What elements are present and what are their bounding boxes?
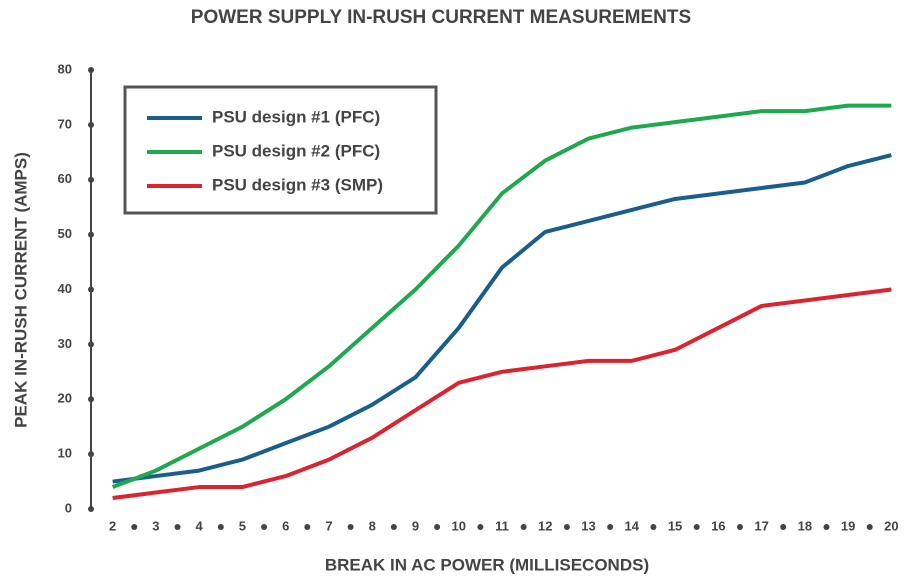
x-tick-label: 5 bbox=[239, 518, 246, 533]
x-tick-label: 13 bbox=[581, 518, 595, 533]
x-tick-label: 20 bbox=[884, 518, 898, 533]
x-tick-label: 3 bbox=[152, 518, 159, 533]
x-tick-dot bbox=[607, 524, 614, 530]
x-tick-label: 18 bbox=[798, 518, 812, 533]
x-tick-dot bbox=[823, 524, 830, 530]
y-tick-label: 60 bbox=[58, 171, 72, 186]
legend-label: PSU design #2 (PFC) bbox=[212, 141, 380, 160]
x-tick-dot bbox=[477, 524, 484, 530]
x-tick-label: 16 bbox=[711, 518, 725, 533]
y-tick-label: 40 bbox=[58, 281, 72, 296]
x-tick-label: 17 bbox=[754, 518, 768, 533]
x-tick-dot bbox=[563, 524, 570, 530]
x-tick-dot bbox=[866, 524, 873, 530]
chart-title: POWER SUPPLY IN-RUSH CURRENT MEASUREMENT… bbox=[191, 7, 691, 28]
x-tick-dot bbox=[650, 524, 657, 530]
y-tick-dot bbox=[88, 506, 94, 512]
series-line bbox=[111, 103, 892, 489]
x-axis-label: BREAK IN AC POWER (MILLISECONDS) bbox=[325, 555, 649, 574]
y-tick-label: 30 bbox=[58, 336, 72, 351]
legend-box bbox=[123, 85, 438, 215]
x-tick-dot bbox=[780, 524, 787, 530]
y-tick-dot bbox=[88, 231, 94, 238]
y-tick-dot bbox=[88, 286, 94, 293]
x-tick-label: 8 bbox=[369, 518, 376, 533]
x-tick-dot bbox=[736, 524, 743, 530]
y-tick-label: 50 bbox=[58, 226, 72, 241]
x-tick-dot bbox=[174, 524, 181, 530]
x-tick-label: 19 bbox=[841, 518, 855, 533]
y-tick-label: 70 bbox=[58, 116, 72, 131]
y-axis-label: PEAK IN-RUSH CURRENT (AMPS) bbox=[11, 152, 30, 428]
y-tick-dot bbox=[88, 396, 94, 403]
x-tick-label: 12 bbox=[538, 518, 552, 533]
legend-label: PSU design #1 (PFC) bbox=[212, 107, 380, 126]
y-tick-dot bbox=[88, 67, 94, 73]
x-tick-label: 14 bbox=[625, 518, 640, 533]
x-tick-dot bbox=[131, 524, 138, 530]
x-tick-label: 11 bbox=[495, 518, 509, 533]
y-tick-dot bbox=[88, 451, 94, 458]
series-line bbox=[112, 287, 892, 501]
x-tick-label: 6 bbox=[282, 518, 289, 533]
x-tick-dot bbox=[261, 524, 268, 530]
x-tick-dot bbox=[347, 524, 354, 530]
x-tick-dot bbox=[520, 524, 527, 530]
x-tick-label: 7 bbox=[325, 518, 332, 533]
x-tick-label: 2 bbox=[109, 518, 116, 533]
x-tick-label: 10 bbox=[452, 518, 466, 533]
y-tick-label: 20 bbox=[58, 391, 72, 406]
y-tick-label: 80 bbox=[58, 61, 72, 76]
x-tick-label: 15 bbox=[668, 518, 682, 533]
y-tick-dot bbox=[88, 341, 94, 348]
x-tick-dot bbox=[390, 524, 397, 530]
series-line bbox=[112, 153, 892, 484]
x-tick-label: 9 bbox=[412, 518, 419, 533]
y-tick-dot bbox=[88, 176, 94, 183]
y-tick-dot bbox=[88, 121, 94, 128]
x-tick-dot bbox=[304, 524, 311, 530]
x-tick-dot bbox=[217, 524, 224, 530]
y-tick-label: 0 bbox=[65, 500, 72, 515]
x-tick-dot bbox=[434, 524, 441, 530]
x-tick-label: 4 bbox=[196, 518, 204, 533]
legend-label: PSU design #3 (SMP) bbox=[212, 175, 383, 194]
x-tick-dot bbox=[693, 524, 700, 530]
y-tick-label: 10 bbox=[58, 446, 72, 461]
